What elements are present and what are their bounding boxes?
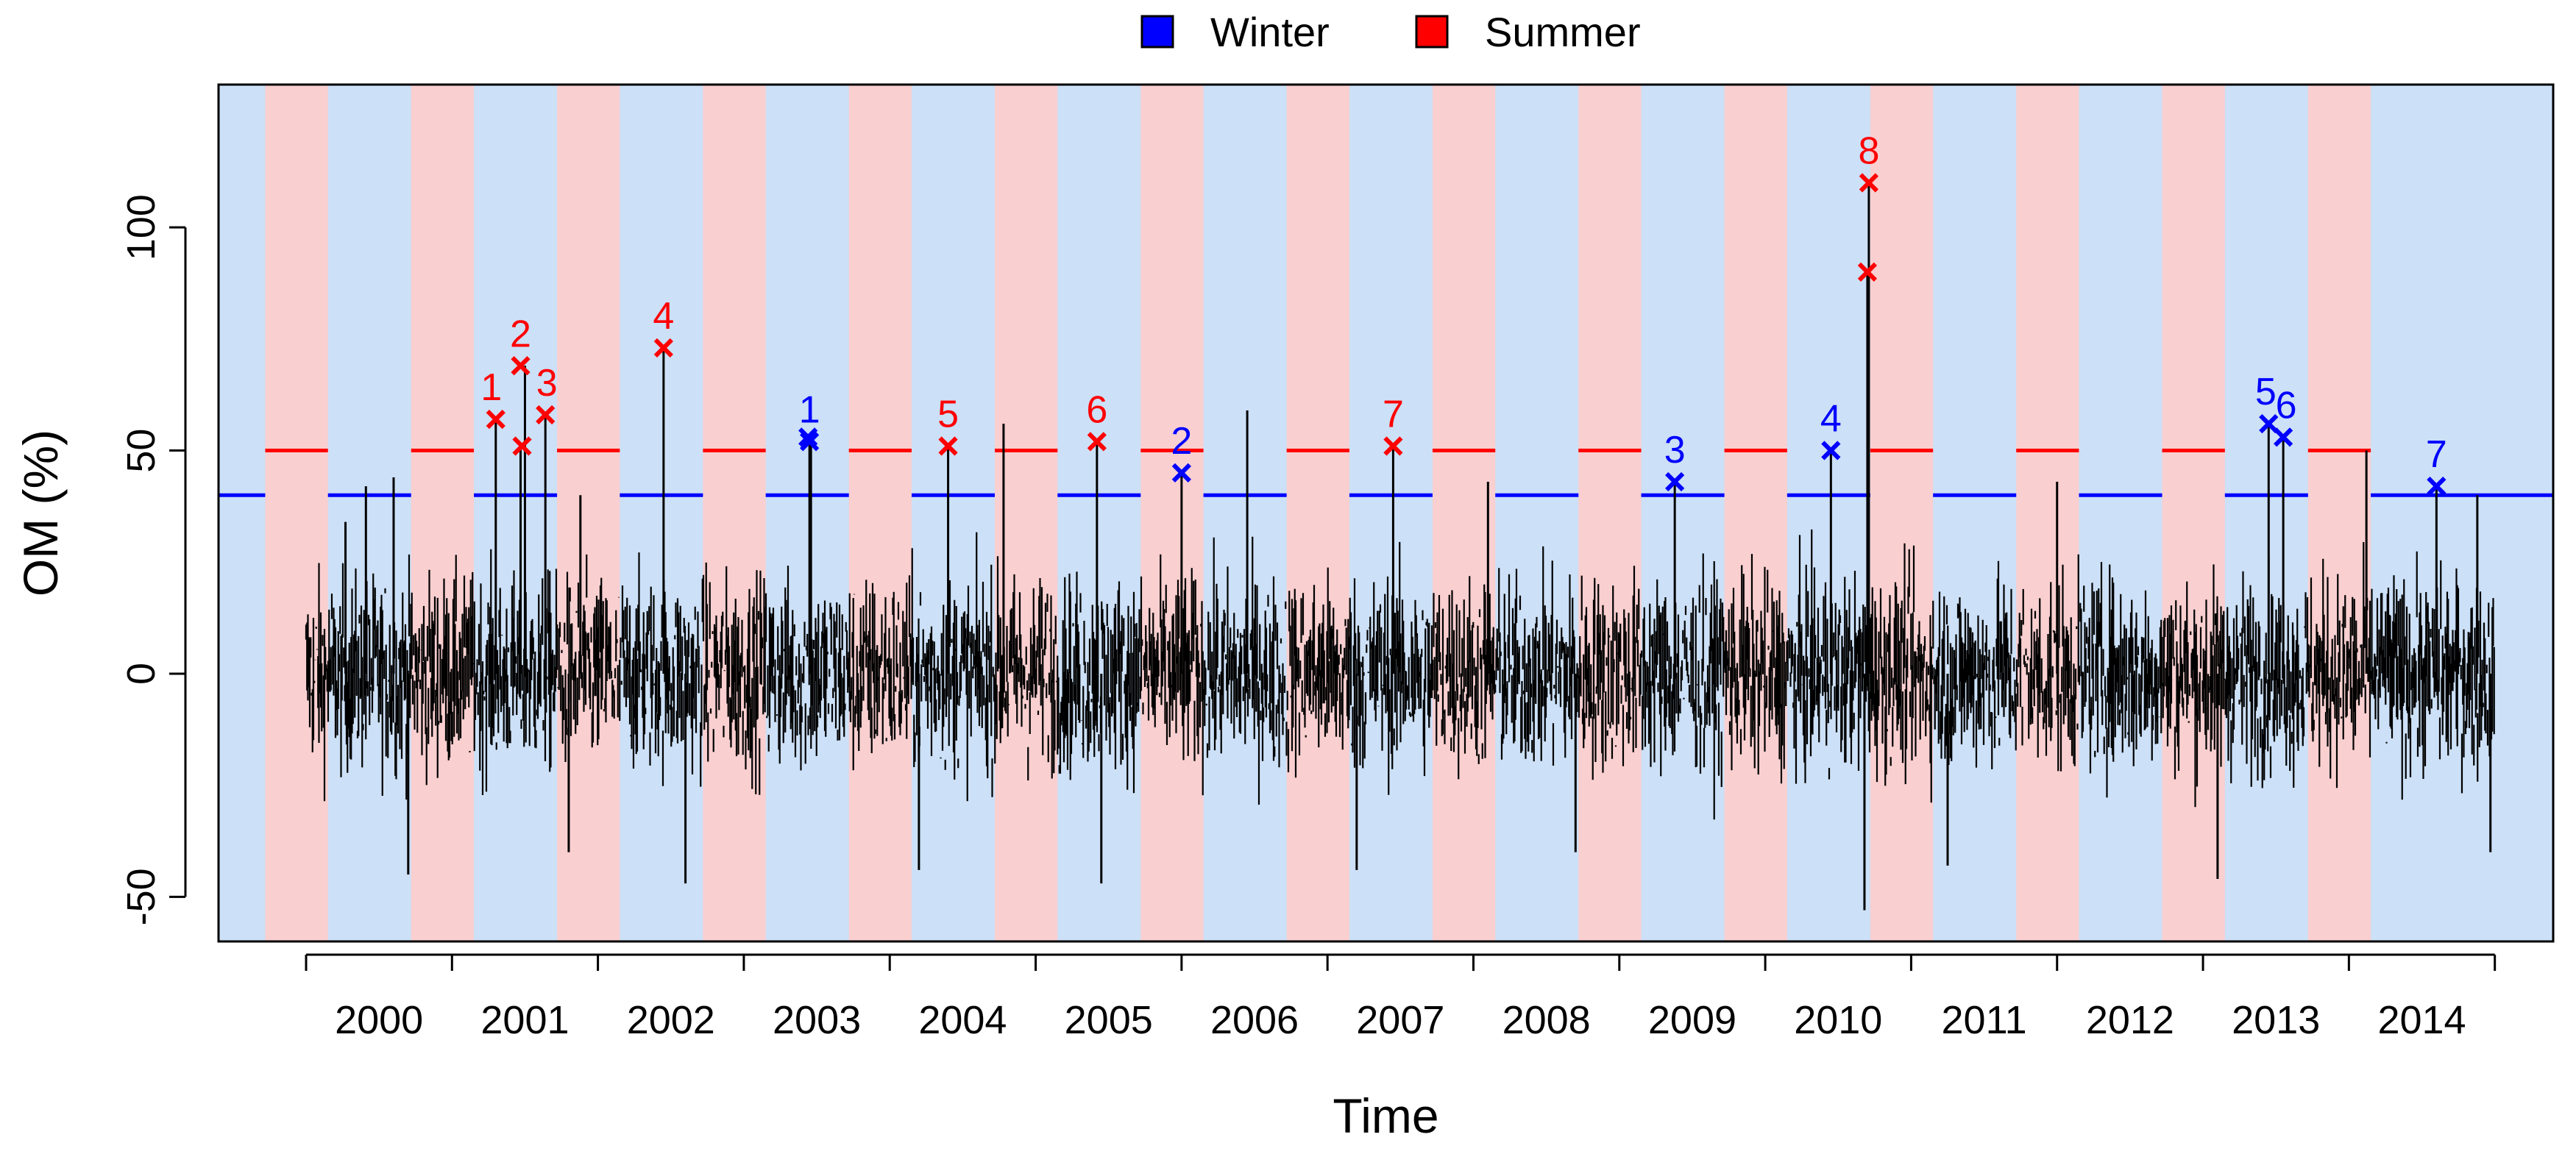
- summer-exceedance-label-2: 2: [510, 313, 531, 355]
- legend-label-summer: Summer: [1485, 9, 1641, 55]
- x-tick-label-2013: 2013: [2232, 998, 2320, 1042]
- winter-extra-marker-0-mark: [798, 427, 818, 447]
- summer-exceedance-label-3: 3: [536, 362, 558, 405]
- summer-exceedance-label-4: 4: [653, 295, 674, 338]
- summer-band-14: [2307, 85, 2371, 941]
- winter-exceedance-label-7: 7: [2426, 433, 2447, 476]
- legend-swatch-summer: [1415, 15, 1449, 49]
- winter-exceedance-label-4: 4: [1820, 398, 1842, 441]
- summer-exceedance-8: [1859, 173, 1879, 193]
- winter-exceedance-4-mark: [1821, 441, 1841, 460]
- threshold-lines: [219, 449, 2553, 497]
- summer-band-10: [1724, 85, 1787, 941]
- summer-exceedance-label-7: 7: [1383, 393, 1404, 435]
- y-axis-title: OM (%): [13, 430, 68, 596]
- summer-extra-marker-1-mark: [1857, 262, 1878, 282]
- summer-exceedance-label-6: 6: [1086, 388, 1107, 431]
- plot-frame: [217, 83, 2555, 943]
- x-tick-label-2000: 2000: [335, 998, 423, 1042]
- y-tick-label-50: 50: [119, 429, 163, 473]
- summer-exceedance-4: [653, 338, 673, 358]
- winter-exceedance-label-6: 6: [2276, 384, 2297, 427]
- season-background: [219, 85, 2553, 941]
- summer-exceedance-6-mark: [1087, 432, 1107, 452]
- winter-exceedance-4: [1821, 441, 1841, 460]
- summer-exceedance-label-8: 8: [1858, 129, 1879, 172]
- x-tick-label-2003: 2003: [773, 998, 861, 1042]
- summer-band-4: [848, 85, 912, 941]
- winter-exceedance-label-2: 2: [1171, 420, 1192, 463]
- x-axis-title: Time: [1333, 1089, 1438, 1143]
- om-series: [305, 182, 2495, 911]
- x-tick-label-2001: 2001: [480, 998, 569, 1042]
- legend-label-winter: Winter: [1210, 9, 1330, 55]
- y-tick-label--50: -50: [119, 868, 163, 925]
- x-tick-label-2004: 2004: [918, 998, 1007, 1042]
- winter-exceedance-label-1: 1: [799, 388, 820, 431]
- y-tick-label-0: 0: [119, 663, 163, 685]
- x-tick-label-2002: 2002: [627, 998, 715, 1042]
- summer-band-13: [2162, 85, 2225, 941]
- summer-extra-marker-1: [1857, 262, 1878, 282]
- summer-band-8: [1432, 85, 1496, 941]
- legend-swatch-winter: [1140, 15, 1174, 49]
- summer-band-6: [1140, 85, 1204, 941]
- summer-exceedance-3: [536, 405, 556, 425]
- winter-extra-marker-0: [798, 427, 818, 447]
- x-tick-label-2010: 2010: [1794, 998, 1882, 1042]
- summer-exceedance-3-mark: [536, 405, 556, 425]
- summer-band-12: [2016, 85, 2079, 941]
- summer-exceedance-4-mark: [653, 338, 673, 358]
- x-tick-label-2014: 2014: [2377, 998, 2466, 1042]
- x-tick-label-2008: 2008: [1502, 998, 1591, 1042]
- winter-exceedance-3: [1665, 471, 1685, 492]
- winter-exceedance-7-mark: [2427, 476, 2447, 496]
- summer-exceedance-label-1: 1: [480, 366, 502, 409]
- y-tick-label-100: 100: [119, 194, 163, 260]
- x-tick-label-2006: 2006: [1210, 998, 1299, 1042]
- winter-exceedance-5-mark: [2259, 414, 2279, 434]
- summer-exceedance-7-mark: [1383, 436, 1403, 456]
- summer-band-7: [1286, 85, 1349, 941]
- summer-band-11: [1870, 85, 1934, 941]
- x-tick-label-2012: 2012: [2086, 998, 2174, 1042]
- x-tick-label-2007: 2007: [1356, 998, 1444, 1042]
- summer-extra-marker-0-mark: [512, 436, 532, 456]
- winter-exceedance-5: [2259, 414, 2279, 434]
- summer-exceedance-2-mark: [511, 356, 531, 376]
- summer-exceedance-8-mark: [1859, 173, 1879, 193]
- winter-exceedance-label-3: 3: [1664, 429, 1686, 471]
- summer-exceedance-1: [486, 409, 505, 430]
- axes: 2000 2001 2002 2003 2004 2005 2006 2007 2008 2009…: [119, 194, 2497, 1042]
- x-tick-label-2011: 2011: [1942, 998, 2027, 1042]
- winter-exceedance-label-5: 5: [2255, 371, 2277, 413]
- summer-band-2: [557, 85, 620, 941]
- summer-exceedance-6: [1087, 432, 1107, 452]
- winter-exceedance-2: [1171, 463, 1191, 483]
- summer-band-9: [1578, 85, 1642, 941]
- x-tick-label-2009: 2009: [1648, 998, 1736, 1042]
- winter-exceedance-2-mark: [1171, 463, 1191, 483]
- summer-exceedance-1-mark: [486, 409, 505, 430]
- summer-exceedance-7: [1383, 436, 1403, 456]
- x-tick-label-2005: 2005: [1065, 998, 1153, 1042]
- summer-band-3: [703, 85, 766, 941]
- summer-extra-marker-0: [512, 436, 532, 456]
- summer-band-1: [411, 85, 475, 941]
- summer-band-5: [995, 85, 1058, 941]
- summer-exceedance-5-mark: [938, 436, 958, 456]
- winter-exceedance-6-mark: [2273, 427, 2293, 447]
- winter-exceedance-3-mark: [1665, 471, 1685, 492]
- om-noise-trace: [305, 529, 2495, 820]
- winter-exceedance-7: [2427, 476, 2447, 496]
- winter-exceedance-6: [2273, 427, 2293, 447]
- summer-band-0: [265, 85, 328, 941]
- summer-exceedance-5: [938, 436, 958, 456]
- legend: Winter Summer: [1140, 9, 1641, 55]
- summer-exceedance-label-5: 5: [937, 393, 959, 435]
- summer-exceedance-2: [511, 356, 531, 376]
